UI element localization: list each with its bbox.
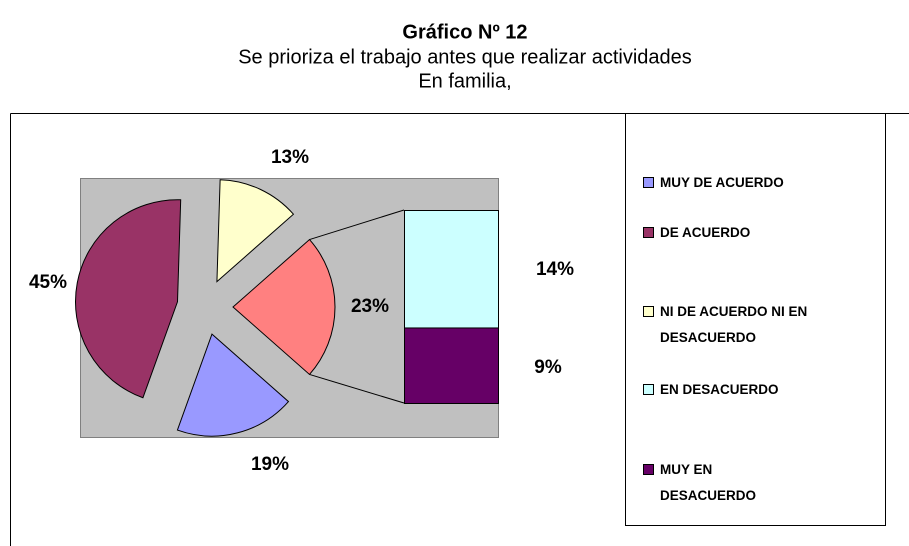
data-label: 14% (536, 259, 574, 280)
legend-swatch (643, 177, 654, 188)
chart-subtitle: En familia, (418, 70, 511, 92)
data-label: 23% (351, 296, 389, 317)
legend-label: MUY EN DESACUERDO (660, 462, 756, 503)
chart-title: Gráfico Nº 12 (402, 21, 527, 43)
data-label: 45% (29, 272, 67, 293)
pie-slice (232, 238, 336, 376)
legend-box (625, 113, 886, 526)
chart-subtitle: Se prioriza el trabajo antes que realiza… (238, 46, 692, 68)
bar-segment (404, 210, 499, 329)
pie-slice (216, 179, 295, 283)
pie-slice (176, 333, 290, 437)
legend-label: NI DE ACUERDO NI EN DESACUERDO (660, 304, 807, 345)
bar-segment (404, 327, 499, 405)
connector (309, 209, 405, 241)
legend-label: EN DESACUERDO (660, 382, 779, 397)
legend-swatch (643, 227, 654, 238)
legend-swatch (643, 384, 654, 395)
pie-slice (75, 199, 182, 399)
legend-swatch (643, 306, 654, 317)
connector (309, 373, 405, 404)
data-label: 9% (534, 357, 562, 378)
legend-label: MUY DE ACUERDO (660, 175, 784, 190)
legend-label: DE ACUERDO (660, 225, 750, 240)
legend-swatch (643, 464, 654, 475)
data-label: 19% (251, 454, 289, 475)
data-label: 13% (271, 147, 309, 168)
